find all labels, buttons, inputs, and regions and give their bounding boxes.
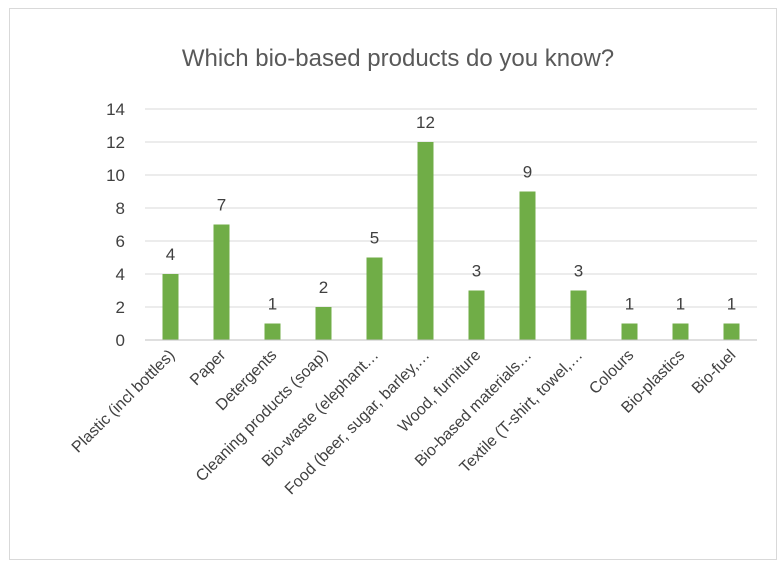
bar bbox=[519, 191, 536, 340]
x-axis: Plastic (incl bottles) PaperDetergentsCle… bbox=[69, 339, 757, 498]
data-label: 7 bbox=[217, 196, 226, 215]
y-tick-label: 14 bbox=[106, 100, 125, 119]
x-category-label: Colours bbox=[586, 347, 637, 398]
bar bbox=[468, 290, 485, 340]
x-category-label: Paper bbox=[187, 346, 230, 389]
y-tick-label: 2 bbox=[116, 298, 125, 317]
chart-frame bbox=[9, 8, 777, 560]
data-label: 5 bbox=[370, 229, 379, 248]
data-label: 2 bbox=[319, 278, 328, 297]
x-category-label: Bio-fuel bbox=[689, 347, 739, 397]
bar bbox=[621, 323, 638, 340]
data-label: 9 bbox=[523, 163, 532, 182]
data-label: 3 bbox=[574, 262, 583, 281]
bar bbox=[723, 323, 740, 340]
bars bbox=[162, 142, 740, 340]
bar bbox=[417, 142, 434, 340]
data-label: 1 bbox=[268, 295, 277, 314]
y-tick-label: 8 bbox=[116, 199, 125, 218]
x-category-label: Plastic (incl bottles) bbox=[69, 347, 178, 456]
data-label: 4 bbox=[166, 245, 175, 264]
y-tick-label: 0 bbox=[116, 331, 125, 350]
data-label: 1 bbox=[676, 295, 685, 314]
y-axis: 0 2 4 6 8 10 12 14 bbox=[106, 100, 125, 350]
y-tick-label: 6 bbox=[116, 232, 125, 251]
chart-title: Which bio-based products do you know? bbox=[182, 45, 614, 72]
bar bbox=[213, 224, 230, 340]
data-label: 3 bbox=[472, 262, 481, 281]
bar bbox=[264, 323, 281, 340]
bar bbox=[672, 323, 689, 340]
bar bbox=[366, 257, 383, 340]
y-tick-label: 4 bbox=[116, 265, 125, 284]
data-label: 12 bbox=[416, 113, 435, 132]
data-label: 1 bbox=[625, 295, 634, 314]
y-tick-label: 10 bbox=[106, 166, 125, 185]
bar bbox=[570, 290, 587, 340]
y-tick-label: 12 bbox=[106, 133, 125, 152]
bar bbox=[315, 307, 332, 340]
bar bbox=[162, 274, 179, 340]
gridlines bbox=[145, 108, 757, 341]
data-label: 1 bbox=[727, 295, 736, 314]
